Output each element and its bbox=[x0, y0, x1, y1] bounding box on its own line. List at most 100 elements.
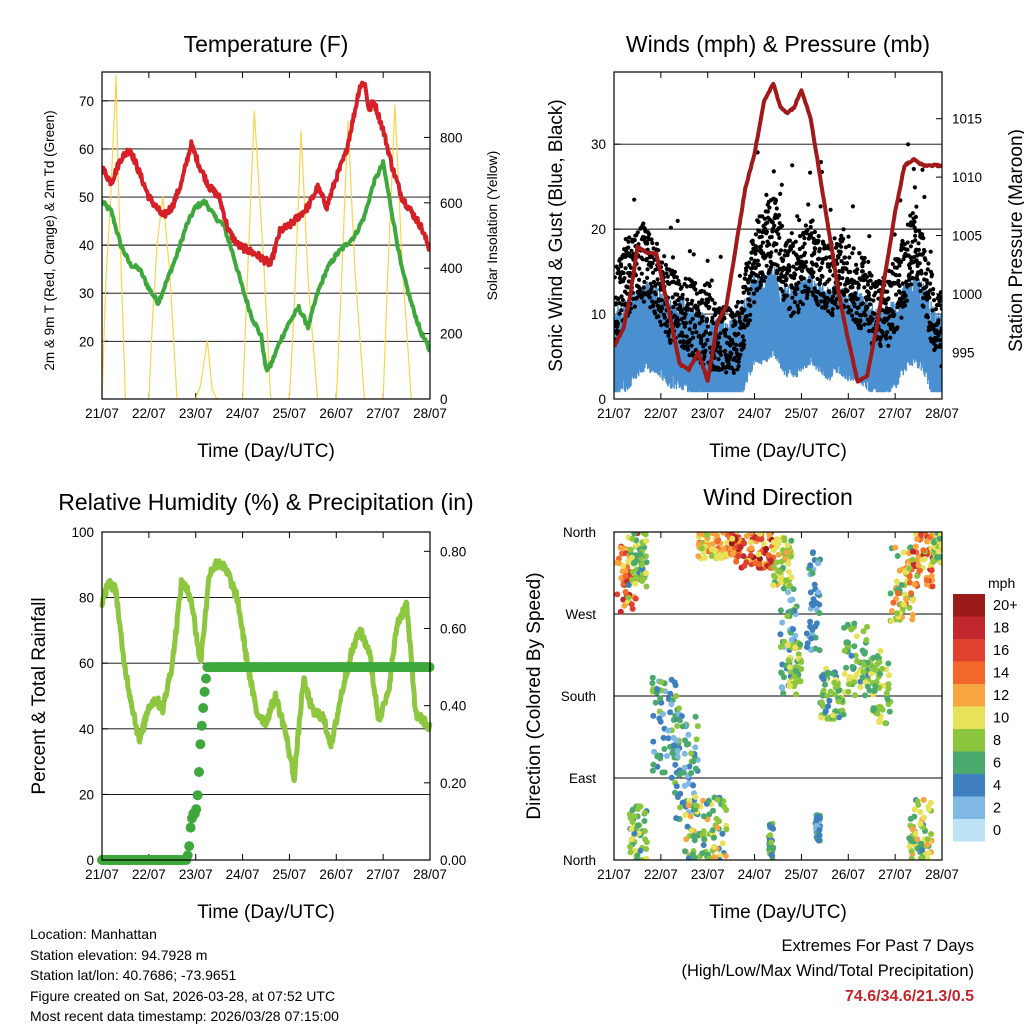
gust-point bbox=[741, 290, 746, 295]
direction-point bbox=[919, 556, 926, 563]
direction-point bbox=[820, 676, 827, 683]
direction-point bbox=[674, 794, 681, 800]
gust-point bbox=[660, 306, 665, 311]
direction-point bbox=[785, 657, 792, 664]
direction-point bbox=[914, 836, 921, 843]
direction-point bbox=[900, 549, 907, 556]
direction-point bbox=[679, 723, 686, 730]
gust-point bbox=[842, 255, 848, 260]
gust-point bbox=[872, 311, 877, 316]
gust-point bbox=[803, 284, 808, 289]
direction-point bbox=[815, 560, 821, 567]
colorbar-label: 8 bbox=[993, 733, 1001, 749]
x-tick-label: 25/07 bbox=[273, 406, 307, 421]
direction-point bbox=[887, 590, 894, 597]
gust-point bbox=[736, 331, 741, 336]
gust-point bbox=[802, 250, 808, 256]
gust-point bbox=[659, 298, 665, 303]
direction-point bbox=[692, 744, 699, 751]
x-tick-label: 23/07 bbox=[179, 867, 213, 882]
direction-point bbox=[761, 541, 768, 547]
direction-point bbox=[743, 559, 750, 566]
direction-point bbox=[872, 666, 879, 673]
direction-point bbox=[643, 855, 650, 860]
direction-point bbox=[860, 648, 867, 655]
direction-point bbox=[925, 803, 932, 810]
direction-point bbox=[671, 679, 678, 686]
direction-point bbox=[859, 674, 866, 681]
gust-point bbox=[908, 244, 914, 249]
gust-point bbox=[656, 248, 661, 253]
gust-point bbox=[847, 255, 852, 260]
direction-point bbox=[660, 711, 666, 717]
direction-point bbox=[917, 809, 924, 815]
rh-series bbox=[97, 558, 435, 865]
direction-point bbox=[729, 535, 736, 542]
gust-point bbox=[729, 351, 734, 356]
gust-point bbox=[824, 255, 829, 260]
gust-point bbox=[759, 276, 764, 281]
gust-point bbox=[791, 264, 796, 269]
gust-point bbox=[868, 302, 873, 307]
gust-point bbox=[866, 293, 872, 298]
gust-point bbox=[852, 304, 857, 309]
gust-point bbox=[677, 282, 682, 287]
direction-point bbox=[848, 652, 855, 659]
gust-point bbox=[922, 194, 927, 200]
gust-point bbox=[753, 251, 758, 256]
gust-point bbox=[911, 255, 917, 260]
gust-point bbox=[897, 273, 902, 278]
gust-point bbox=[747, 260, 752, 265]
gust-point bbox=[844, 261, 850, 266]
direction-point bbox=[908, 847, 915, 854]
direction-point bbox=[696, 532, 703, 537]
direction-point bbox=[622, 589, 629, 595]
direction-point bbox=[773, 559, 780, 566]
direction-point bbox=[673, 783, 680, 790]
direction-point bbox=[841, 670, 848, 677]
gust-point bbox=[655, 277, 660, 282]
gust-point bbox=[694, 330, 699, 335]
direction-point bbox=[931, 539, 937, 546]
gust-point bbox=[632, 304, 638, 309]
gust-point bbox=[776, 232, 781, 237]
gust-point bbox=[750, 265, 755, 271]
direction-point bbox=[682, 848, 688, 855]
gust-point bbox=[715, 340, 721, 345]
gust-point bbox=[625, 291, 630, 296]
direction-point bbox=[638, 856, 645, 860]
gust-point bbox=[860, 269, 865, 274]
direction-point bbox=[781, 535, 788, 542]
direction-point bbox=[822, 681, 828, 688]
gust-point bbox=[731, 370, 736, 375]
plot-frame bbox=[101, 71, 431, 400]
direction-point bbox=[906, 604, 913, 611]
gust-point bbox=[897, 263, 902, 268]
gust-point bbox=[626, 239, 631, 244]
direction-point bbox=[757, 536, 764, 542]
gust-point bbox=[827, 277, 832, 282]
direction-point bbox=[830, 712, 836, 719]
direction-point bbox=[719, 830, 726, 837]
direction-point bbox=[635, 822, 641, 829]
direction-point bbox=[770, 582, 777, 589]
gust-point bbox=[858, 318, 863, 323]
gust-point bbox=[855, 267, 860, 272]
gust-point bbox=[769, 250, 774, 255]
direction-point bbox=[906, 565, 913, 572]
x-tick-label: 28/07 bbox=[925, 867, 959, 882]
gust-point bbox=[645, 267, 650, 272]
direction-point bbox=[917, 820, 924, 827]
direction-point bbox=[783, 577, 790, 584]
direction-point bbox=[687, 813, 694, 820]
direction-point bbox=[649, 674, 656, 681]
direction-point bbox=[816, 610, 823, 617]
direction-point bbox=[836, 687, 843, 694]
gust-point bbox=[756, 262, 762, 267]
y-right-tick-label: 1015 bbox=[952, 112, 982, 127]
gust-point bbox=[802, 241, 807, 246]
gust-point bbox=[824, 304, 829, 309]
gust-point bbox=[839, 244, 844, 249]
direction-tick-label: West bbox=[565, 607, 596, 622]
direction-point bbox=[700, 813, 707, 820]
